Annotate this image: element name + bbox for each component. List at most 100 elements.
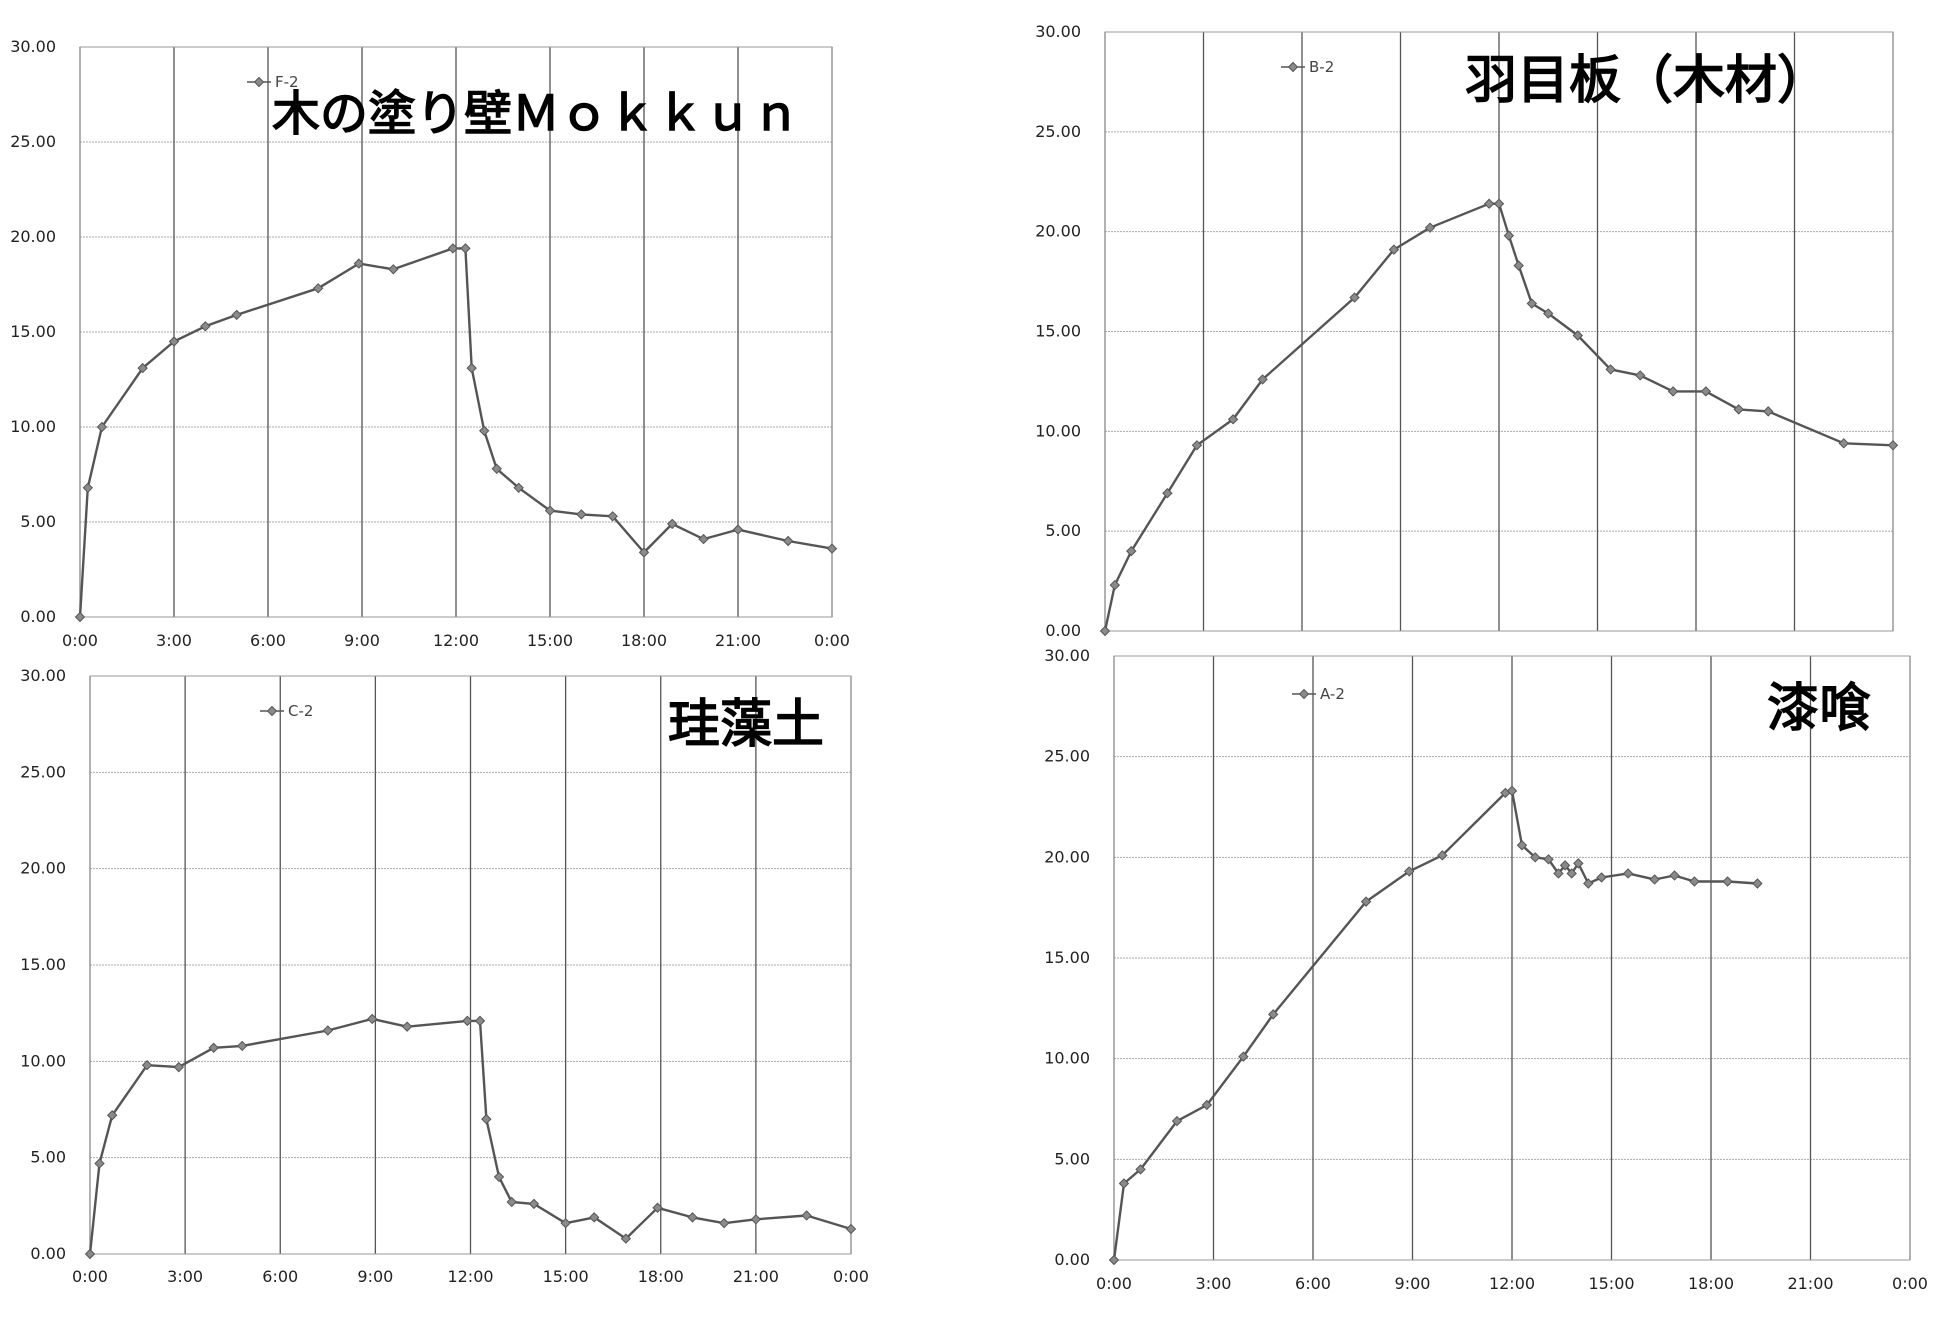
x-tick-label: 3:00: [167, 1267, 203, 1286]
x-tick-label: 0:00: [62, 631, 98, 650]
data-point: [750, 1214, 762, 1225]
x-tick-label: 18:00: [1688, 1274, 1734, 1293]
data-point: [1483, 198, 1495, 209]
y-tick-label: 0.00: [1045, 621, 1081, 640]
data-point: [168, 336, 180, 347]
y-tick-label: 0.00: [1054, 1250, 1090, 1269]
data-point: [1763, 406, 1774, 417]
data-point: [1513, 260, 1524, 271]
data-point: [1572, 330, 1584, 341]
chart-panel-1: 0.00 5.00 10.00 15.00 20.00 25.00 30.00 0:00 3:0…: [10, 37, 850, 650]
data-point: [1349, 292, 1360, 303]
plot-frame: [1104, 31, 1894, 632]
data-point: [1516, 840, 1528, 851]
data-point: [1583, 878, 1594, 889]
data-point: [96, 421, 108, 433]
chart-title: 漆喰: [1767, 679, 1871, 739]
data-point: [782, 535, 794, 547]
x-tick-label: 15:00: [543, 1267, 589, 1286]
data-point: [544, 505, 556, 516]
data-point: [638, 547, 650, 558]
data-point: [466, 362, 477, 374]
data-point: [200, 321, 211, 332]
data-point: [560, 1217, 571, 1229]
x-tick-label: 15:00: [1588, 1274, 1634, 1293]
data-point: [322, 1025, 334, 1036]
y-tick-label: 30.00: [20, 666, 66, 685]
data-point: [506, 1196, 517, 1208]
data-point: [1191, 440, 1203, 451]
data-point: [1403, 866, 1415, 877]
data-point: [1227, 414, 1239, 425]
legend-label: F-2: [275, 73, 299, 91]
data-point: [1109, 579, 1121, 591]
data-point: [1360, 896, 1372, 907]
x-tick-label: 21:00: [1787, 1274, 1833, 1293]
y-tick-label: 25.00: [1044, 747, 1090, 766]
data-point: [607, 511, 618, 522]
data-point: [528, 1198, 540, 1210]
data-point: [718, 1217, 730, 1229]
y-tick-label: 25.00: [10, 132, 56, 151]
data-point: [388, 264, 399, 275]
x-tick-label: 18:00: [621, 631, 667, 650]
y-tick-label: 20.00: [1035, 222, 1081, 241]
data-point: [474, 1015, 486, 1027]
x-tick-label: 0:00: [814, 631, 850, 650]
data-point: [1162, 488, 1173, 499]
legend-marker: [253, 76, 265, 88]
x-tick-label: 21:00: [733, 1267, 779, 1286]
y-tick-label: 5.00: [30, 1148, 66, 1167]
data-point: [1649, 874, 1660, 885]
y-tick-label: 15.00: [10, 322, 56, 341]
data-point: [576, 509, 587, 520]
x-tick-label: 9:00: [344, 631, 380, 650]
chart-panel-2: 0.00 5.00 10.00 15.00 20.00 25.00 30.00 B-2 羽目板（…: [1035, 22, 1899, 640]
data-point: [1108, 1254, 1120, 1266]
legend-marker: [1287, 61, 1299, 73]
x-tick-label: 12:00: [1489, 1274, 1535, 1293]
data-point: [1267, 1009, 1279, 1020]
legend-marker: [266, 705, 278, 717]
legend-label: B-2: [1309, 58, 1334, 76]
x-tick-label: 0:00: [72, 1267, 108, 1286]
data-point: [1530, 852, 1541, 863]
data-point: [481, 1113, 492, 1125]
x-tick-label: 9:00: [1395, 1274, 1431, 1293]
data-point: [1553, 868, 1564, 879]
data-point: [141, 1059, 153, 1071]
chart-title: 羽目板（木材）: [1465, 51, 1829, 111]
legend-label: C-2: [288, 702, 313, 720]
data-point: [1118, 1178, 1130, 1189]
data-point: [1605, 364, 1616, 375]
data-point: [401, 1021, 413, 1032]
y-tick-label: 25.00: [1035, 122, 1081, 141]
data-point: [1543, 854, 1554, 865]
y-tick-label: 5.00: [1045, 521, 1081, 540]
data-point: [94, 1158, 105, 1169]
data-point: [1424, 222, 1436, 233]
x-tick-label: 6:00: [250, 631, 286, 650]
legend-marker: [1298, 688, 1310, 700]
data-point: [1135, 1164, 1146, 1175]
x-tick-label: 12:00: [433, 631, 479, 650]
x-tick-label: 6:00: [1295, 1274, 1331, 1293]
data-point: [1493, 198, 1505, 209]
data-point: [845, 1223, 857, 1235]
data-point: [366, 1013, 378, 1025]
data-point: [1388, 244, 1400, 255]
data-point: [826, 543, 838, 554]
data-point: [588, 1212, 600, 1223]
chart-title: 珪藻土: [668, 695, 824, 755]
data-point: [447, 243, 459, 254]
data-point: [1669, 870, 1680, 881]
data-point: [1667, 386, 1679, 397]
data-point: [1543, 308, 1554, 319]
data-point: [1506, 785, 1518, 797]
data-point: [1622, 868, 1634, 879]
data-point: [1437, 850, 1448, 861]
data-point: [1887, 440, 1899, 451]
y-tick-label: 5.00: [20, 512, 56, 531]
data-point: [1126, 545, 1137, 557]
